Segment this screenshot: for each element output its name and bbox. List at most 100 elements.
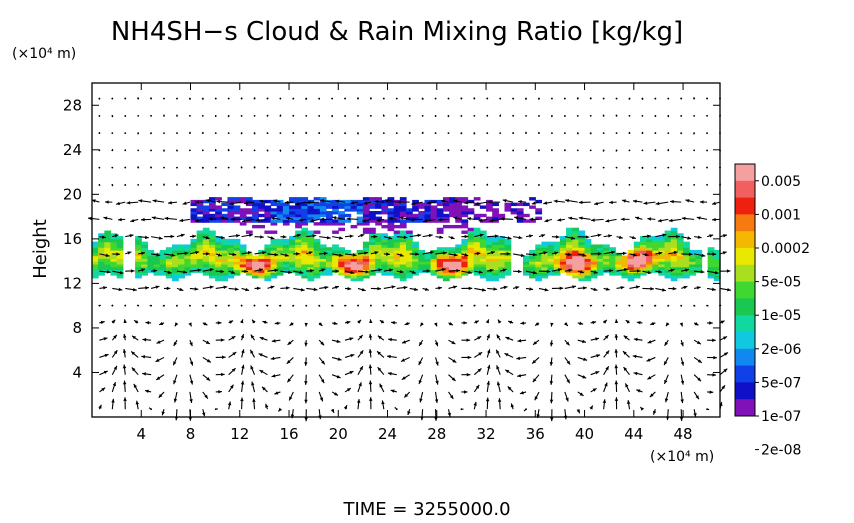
wind-vector-dot [228,98,230,100]
cloud-cell [517,203,524,206]
cloud-cell [443,225,450,228]
wind-arrowhead [564,322,568,326]
wind-vector-dot [111,98,113,100]
cloud-cell [271,239,278,242]
cloud-cell [621,256,628,259]
colorbar-swatch [735,265,755,282]
wind-vector-dot [642,184,644,186]
wind-arrowhead [142,338,146,341]
wind-vector-dot [616,149,618,151]
wind-vector-dot [603,115,605,117]
colorbar-label: 0.0002 [761,241,810,257]
wind-vector-dot [538,184,540,186]
wind-vector-dot [486,184,488,186]
cloud-cell [461,197,468,200]
wind-arrowhead [105,200,109,203]
cloud-cell [529,205,536,208]
wind-vector-dot [254,132,256,134]
x-tick-label: 32 [476,425,495,443]
cloud-cell [498,214,505,217]
wind-vector-dot [654,98,656,100]
colorbar-swatch [735,231,755,248]
y-axis-label: Height [30,219,51,279]
wind-vector-dot [512,98,514,100]
wind-vector-dot [396,184,398,186]
cloud-cell [572,228,579,231]
wind-vector-dot [577,184,579,186]
colorbar-label: 0.005 [761,174,801,190]
wind-vector-dot [448,132,450,134]
wind-vector-dot [680,132,682,134]
wind-vector-dot [370,305,372,307]
colorbar-label: 0.001 [761,207,801,223]
wind-vector-dot [344,115,346,117]
wind-vector-dot [202,132,204,134]
x-tick-label: 24 [378,425,397,443]
cloud-cell [443,247,450,250]
wind-vector-dot [396,408,398,410]
cloud-cell [375,197,382,200]
wind-vector-dot [577,98,579,100]
wind-vector-dot [318,115,320,117]
wind-arrowhead [650,287,654,290]
wind-vector-dot [163,167,165,169]
wind-arrowhead [171,235,175,238]
wind-vector-dot [629,115,631,117]
colorbar-swatch [735,332,755,349]
cloud-cell [418,250,425,253]
wind-arrowhead [550,400,553,404]
wind-vector-dot [98,167,100,169]
wind-vector-dot [564,115,566,117]
wind-arrowhead [518,270,522,273]
wind-vector-dot [344,167,346,169]
wind-arrowhead [304,418,307,422]
wind-arrowhead [579,201,583,204]
wind-vector-dot [512,132,514,134]
wind-arrowhead [468,356,472,359]
wind-arrowhead [710,390,714,393]
cloud-cell [529,250,536,253]
wind-arrowhead [693,413,696,417]
wind-arrowhead [498,398,501,402]
wind-vector-dot [642,98,644,100]
wind-vector-dot [680,149,682,151]
wind-arrowhead [583,286,587,289]
wind-vector-dot [499,305,501,307]
cloud-cell [295,231,302,234]
wind-arrowhead [666,322,670,326]
wind-arrowhead [221,338,225,341]
wind-vector-dot [473,167,475,169]
wind-arrowhead [190,362,193,366]
wind-vector-dot [202,98,204,100]
wind-vector-dot [254,115,256,117]
wind-arrowhead [435,342,438,346]
colorbar-swatch [735,248,755,265]
wind-vector-dot [305,305,307,307]
wind-arrowhead [228,402,231,406]
wind-vector-dot [448,115,450,117]
cloud-cell [338,247,345,250]
wind-vector-dot [680,98,682,100]
cloud-cell [449,247,456,250]
wind-vector-dot [667,167,669,169]
wind-arrowhead [615,334,618,338]
y-tick-label: 8 [72,319,82,337]
wind-vector-dot [629,132,631,134]
cloud-cell [480,205,487,208]
wind-vector-dot [525,115,527,117]
colorbar-swatch [735,366,755,383]
wind-arrowhead [605,219,609,222]
cloud-cell [191,239,198,242]
wind-arrowhead [681,381,684,385]
wind-vector-dot [292,115,294,117]
wind-arrowhead [179,288,183,291]
cloud-cell [511,203,518,206]
cloud-cell [505,203,512,206]
wind-vector-dot [357,132,359,134]
cloud-cell [695,250,702,253]
wind-vector-dot [124,98,126,100]
cloud-cell [634,242,641,245]
cloud-cell [117,236,124,239]
wind-vector-dot [525,305,527,307]
